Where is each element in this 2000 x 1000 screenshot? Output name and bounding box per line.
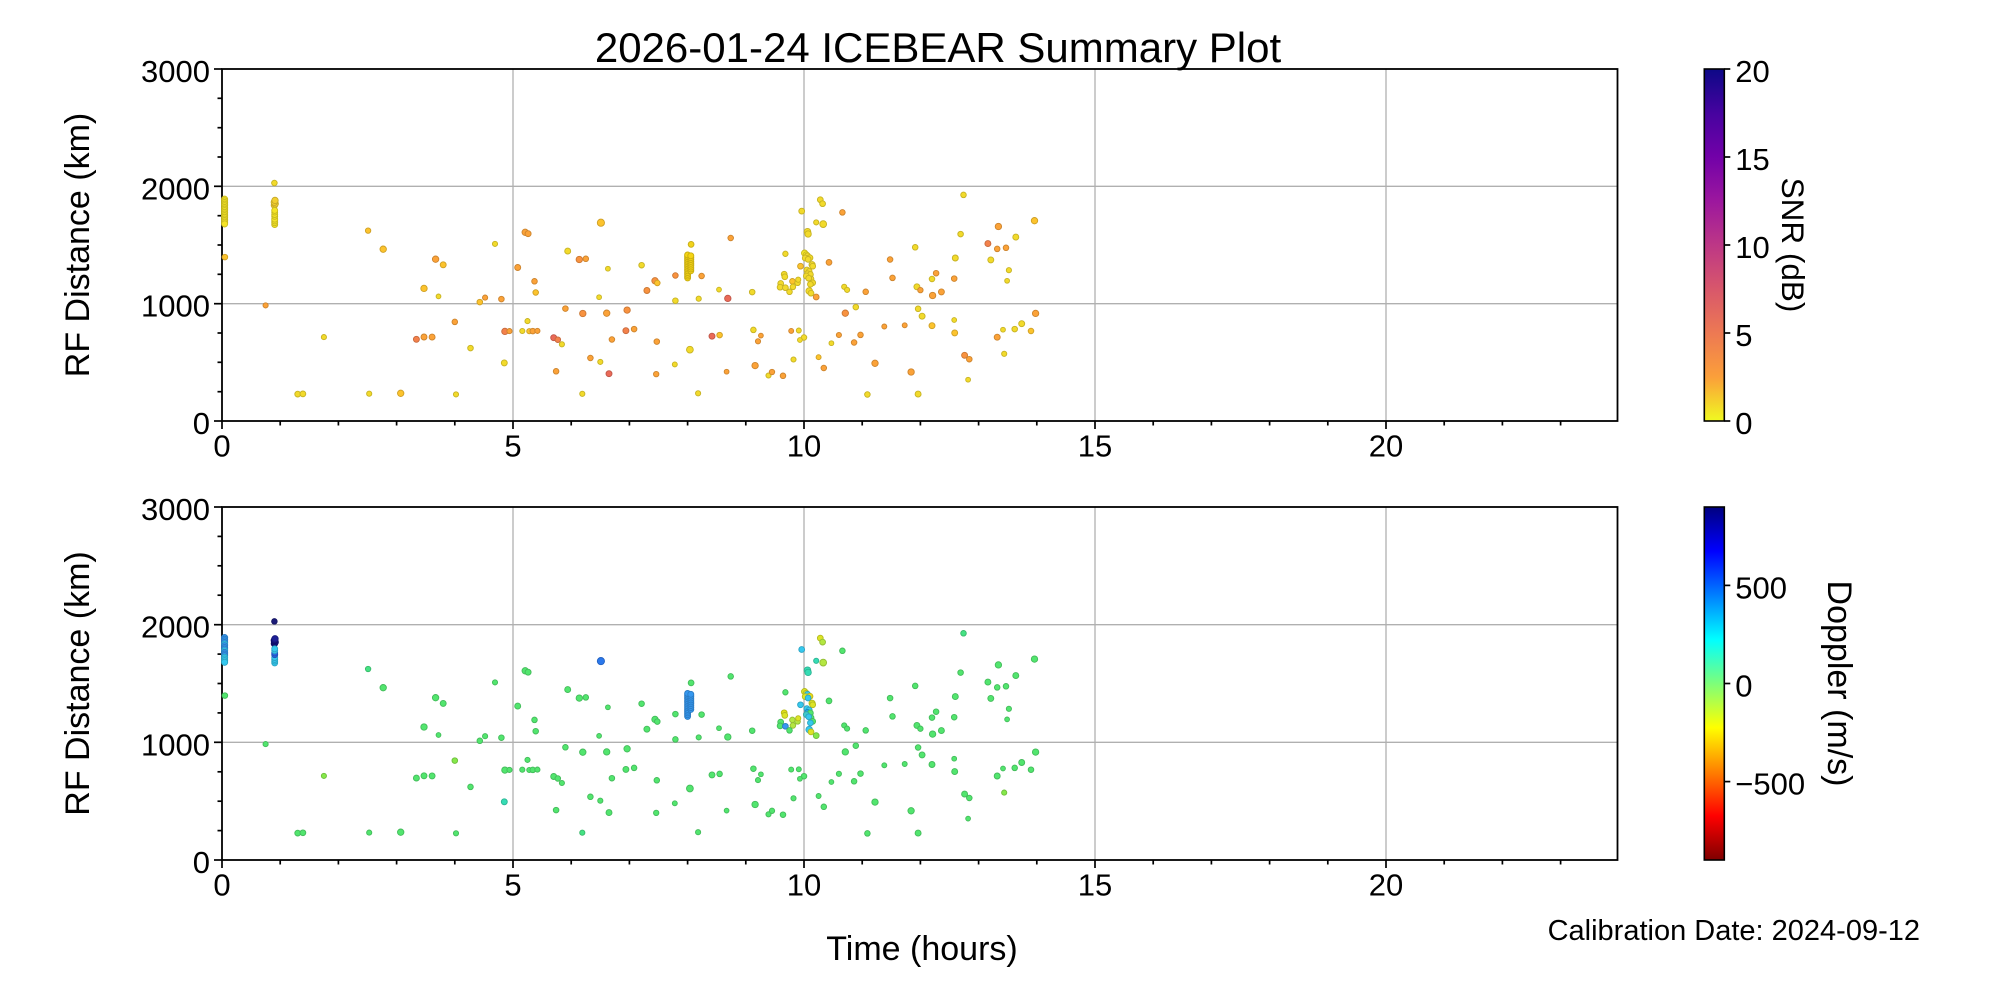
svg-text:10: 10 [787,868,821,903]
svg-text:20: 20 [1369,868,1403,903]
svg-text:5: 5 [1735,318,1752,353]
svg-text:15: 15 [1078,429,1112,464]
svg-text:SNR (dB): SNR (dB) [1775,178,1811,313]
svg-text:0: 0 [193,845,210,880]
svg-text:15: 15 [1078,868,1112,903]
svg-text:0: 0 [213,429,230,464]
svg-text:10: 10 [787,429,821,464]
svg-text:3000: 3000 [141,54,210,89]
svg-text:0: 0 [1735,406,1752,441]
svg-text:2000: 2000 [141,610,210,645]
svg-text:20: 20 [1369,429,1403,464]
svg-text:−500: −500 [1735,767,1805,802]
svg-text:2026-01-24 ICEBEAR Summary Plo: 2026-01-24 ICEBEAR Summary Plot [595,24,1282,71]
svg-text:RF Distance (km): RF Distance (km) [59,551,97,815]
svg-text:1000: 1000 [141,727,210,762]
svg-text:10: 10 [1735,230,1769,265]
svg-text:3000: 3000 [141,492,210,527]
svg-text:Time (hours): Time (hours) [826,930,1017,968]
svg-text:RF Distance (km): RF Distance (km) [59,113,97,377]
svg-text:0: 0 [213,868,230,903]
svg-text:0: 0 [1735,669,1752,704]
svg-text:2000: 2000 [141,171,210,206]
svg-text:15: 15 [1735,142,1769,177]
svg-text:500: 500 [1735,570,1787,605]
svg-text:Calibration Date: 2024-09-12: Calibration Date: 2024-09-12 [1548,915,1920,947]
svg-text:5: 5 [504,429,521,464]
svg-text:20: 20 [1735,54,1769,89]
svg-text:Doppler (m/s): Doppler (m/s) [1820,581,1858,787]
svg-text:0: 0 [193,406,210,441]
svg-text:5: 5 [504,868,521,903]
svg-text:1000: 1000 [141,289,210,324]
